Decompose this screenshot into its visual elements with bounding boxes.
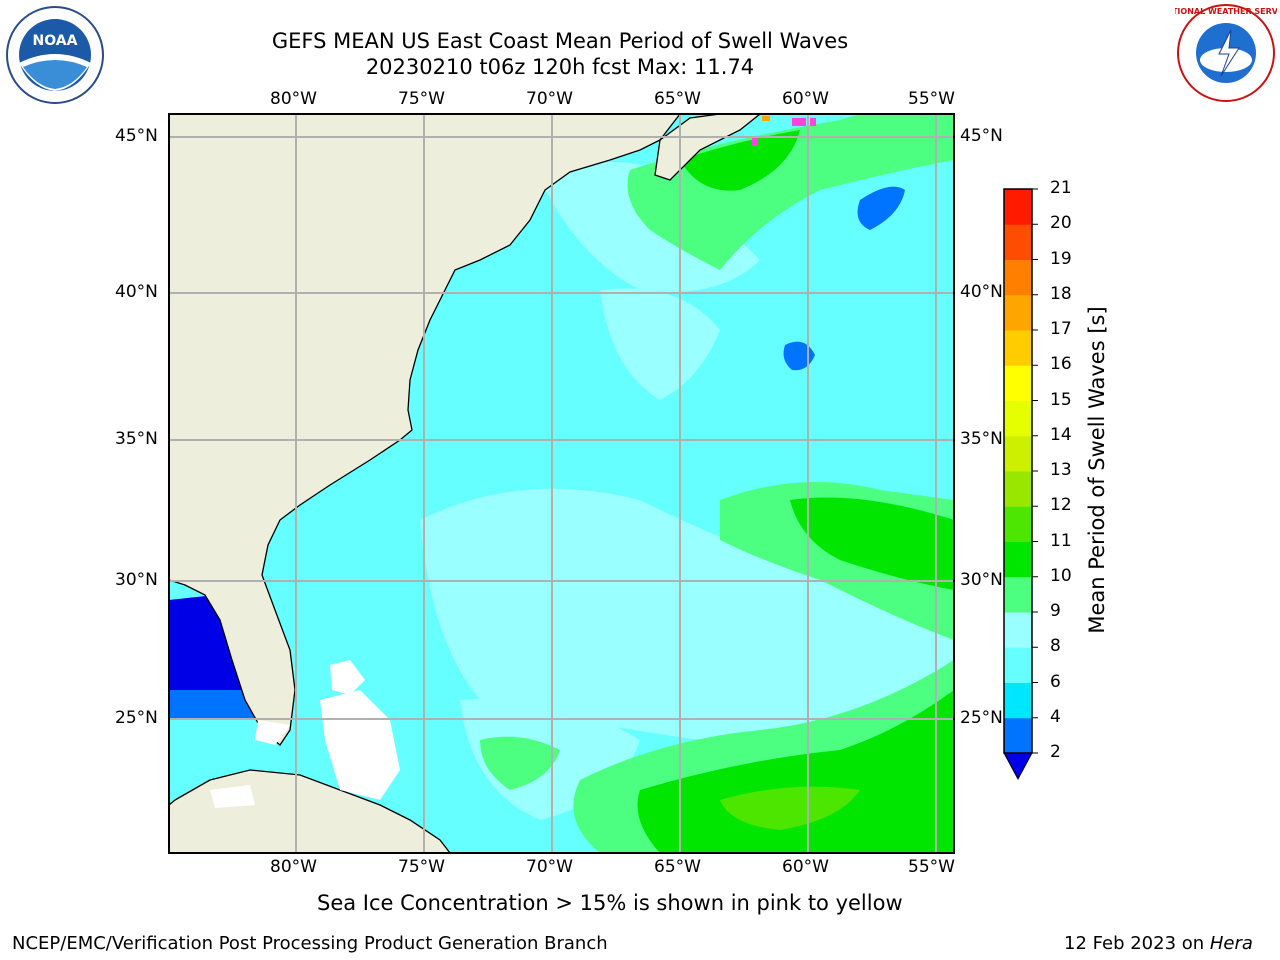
band-10-11-ne	[680, 130, 800, 191]
colorbar	[1003, 188, 1038, 781]
colorbar-segment	[1004, 400, 1032, 437]
colorbar-segment	[1004, 682, 1032, 719]
band-11-12-se	[720, 786, 860, 830]
sea-ice-patch-1	[792, 118, 806, 126]
colorbar-tick-label: 4	[1050, 706, 1061, 727]
colorbar-extend-under	[1003, 752, 1033, 781]
band-4-6-gulf	[169, 690, 258, 720]
lat-tick-left-1: 45°N	[115, 126, 158, 146]
colorbar-tick-label: 8	[1050, 636, 1061, 657]
band-8-9-center	[420, 488, 954, 747]
lat-tick-right-3: 35°N	[960, 429, 1003, 449]
colorbar-segment	[1004, 259, 1032, 296]
lat-tick-right-4: 30°N	[960, 570, 1003, 590]
chart-title-line1: GEFS MEAN US East Coast Mean Period of S…	[271, 29, 849, 53]
noaa-logo: NOAA	[6, 6, 104, 104]
lon-tick-top-4: 65°W	[654, 89, 701, 109]
lon-tick-bottom-2: 75°W	[398, 857, 445, 877]
lat-tick-right-1: 45°N	[960, 126, 1003, 146]
colorbar-tick-label: 19	[1050, 248, 1072, 269]
lat-tick-left-5: 25°N	[115, 708, 158, 728]
lon-tick-bottom-6: 55°W	[908, 857, 955, 877]
colorbar-segment	[1004, 576, 1032, 613]
colorbar-tick-label: 17	[1050, 319, 1072, 339]
footer-host: Hera	[1209, 933, 1253, 954]
colorbar-tick-label: 18	[1050, 283, 1072, 304]
cuba-north-shallows	[210, 785, 255, 808]
footer-date-text: 12 Feb 2023 on	[1064, 933, 1210, 954]
band-9-10-sw	[480, 736, 560, 790]
sea-ice-patch-3	[752, 138, 758, 146]
colorbar-tick-label: 10	[1050, 565, 1072, 586]
lat-tick-left-3: 35°N	[115, 429, 158, 449]
colorbar-tick-label: 20	[1050, 213, 1072, 234]
band-10-11-east	[790, 497, 954, 590]
land-nova-scotia	[654, 114, 762, 181]
band-2-4-gulf	[169, 595, 245, 700]
colorbar-segment	[1004, 189, 1032, 225]
nws-logo: NATIONAL WEATHER SERVICE	[1175, 4, 1277, 102]
colorbar-tick-label: 6	[1050, 671, 1061, 692]
colorbar-segment	[1004, 435, 1032, 472]
lon-tick-top-2: 75°W	[398, 89, 445, 109]
lon-tick-bottom-4: 65°W	[654, 857, 701, 877]
nws-logo-text: NATIONAL WEATHER SERVICE	[1175, 7, 1277, 16]
colorbar-tick-label: 12	[1050, 495, 1072, 516]
footer-date: 12 Feb 2023 on Hera	[1064, 933, 1253, 954]
lon-tick-bottom-1: 80°W	[270, 857, 317, 877]
colorbar-tick-label: 11	[1050, 530, 1072, 551]
colorbar-tick-label: 2	[1050, 742, 1061, 762]
colorbar-segment	[1004, 647, 1032, 683]
colorbar-segment	[1004, 330, 1032, 366]
colorbar-tick-label: 16	[1050, 354, 1072, 375]
colorbar-segment	[1004, 365, 1032, 401]
map-frame	[168, 113, 955, 854]
colorbar-segment	[1004, 471, 1032, 507]
sea-ice-note: Sea Ice Concentration > 15% is shown in …	[317, 891, 903, 915]
lon-tick-bottom-3: 70°W	[526, 857, 573, 877]
colorbar-tick-label: 15	[1050, 389, 1072, 410]
lat-tick-right-2: 40°N	[960, 282, 1003, 302]
florida-keys-shallows	[255, 720, 290, 745]
sea-ice-patch-2	[810, 118, 816, 126]
lon-tick-bottom-5: 60°W	[782, 857, 829, 877]
colorbar-segment	[1004, 224, 1032, 260]
band-10-11-se	[637, 690, 954, 853]
lon-tick-top-6: 55°W	[908, 89, 955, 109]
colorbar-segment	[1004, 541, 1032, 578]
colorbar-tick-label: 14	[1050, 424, 1072, 445]
bahamas-shallows-2	[330, 660, 365, 695]
colorbar-tick-label: 13	[1050, 460, 1072, 480]
colorbar-segment	[1004, 717, 1032, 754]
lon-tick-top-1: 80°W	[270, 89, 317, 109]
bahamas-shallows	[320, 690, 400, 800]
lat-tick-left-2: 40°N	[115, 282, 158, 302]
lat-tick-left-4: 30°N	[115, 570, 158, 590]
colorbar-tick-label: 9	[1050, 601, 1061, 621]
lat-tick-right-5: 25°N	[960, 708, 1003, 728]
band-4-6-patch-1	[857, 186, 905, 230]
sea-ice-patch-4	[762, 116, 770, 121]
colorbar-title: Mean Period of Swell Waves [s]	[1085, 306, 1109, 634]
band-8-9-mid	[600, 288, 720, 400]
colorbar-segment	[1004, 506, 1032, 542]
colorbar-segment	[1004, 612, 1032, 648]
footer-producer: NCEP/EMC/Verification Post Processing Pr…	[12, 933, 608, 954]
noaa-logo-text: NOAA	[33, 33, 78, 49]
chart-title-line2: 20230210 t06z 120h fcst Max: 11.74	[365, 55, 755, 79]
lon-tick-top-3: 70°W	[526, 89, 573, 109]
colorbar-tick-label: 21	[1050, 178, 1072, 198]
colorbar-segment	[1004, 294, 1032, 331]
lon-tick-top-5: 60°W	[782, 89, 829, 109]
